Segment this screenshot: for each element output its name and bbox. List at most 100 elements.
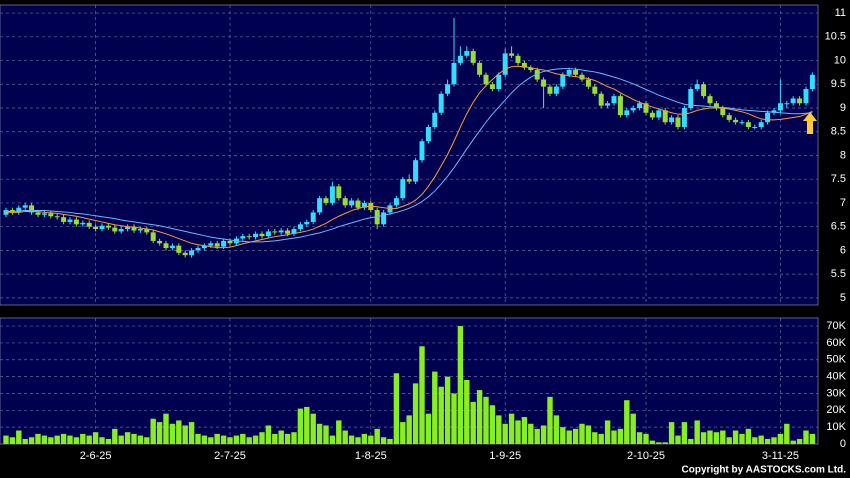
candle-body — [521, 62, 527, 68]
volume-bar — [662, 442, 668, 444]
candle-body — [681, 108, 687, 127]
candle-body — [278, 230, 284, 233]
volume-bar — [444, 376, 451, 444]
x-tick-label: 3-11-25 — [762, 450, 799, 462]
volume-bar — [348, 435, 355, 444]
volume-bar — [86, 435, 92, 444]
candle-body — [637, 103, 643, 109]
volume-bar — [707, 430, 713, 444]
volume-bar — [380, 437, 387, 444]
candle-body — [726, 115, 732, 120]
y-tick-label: 9 — [840, 102, 846, 114]
candle-body — [355, 200, 361, 208]
candle-body — [547, 86, 553, 94]
volume-bar — [521, 417, 528, 444]
y-tick-label: 10 — [834, 54, 846, 66]
volume-bar — [188, 422, 195, 444]
candle-body — [502, 53, 508, 75]
candle-body — [605, 103, 611, 106]
y-tick-label: 0 — [840, 438, 846, 450]
signal-arrow — [803, 112, 817, 134]
volume-bar — [355, 437, 361, 444]
volume-bar — [54, 435, 60, 444]
volume-bar — [361, 433, 368, 444]
volume-bar — [592, 432, 598, 444]
volume-bar — [124, 432, 131, 444]
volume-bar — [560, 427, 566, 444]
candle-body — [803, 89, 809, 104]
volume-bar — [790, 440, 796, 444]
volume-bar — [534, 428, 540, 444]
volume-bar — [528, 423, 534, 444]
volume-bar — [713, 432, 720, 444]
volume-bar — [67, 435, 73, 444]
volume-bar — [668, 422, 675, 444]
candle-body — [528, 67, 534, 71]
candle-body — [483, 74, 489, 85]
volume-bar — [336, 420, 342, 444]
x-tick-label: 1-8-25 — [355, 450, 387, 462]
candle-body — [137, 229, 143, 231]
volume-bar — [291, 432, 297, 444]
candle-body — [406, 179, 412, 182]
volume-bar — [489, 405, 496, 444]
volume-bar — [297, 408, 304, 444]
candle-body — [86, 222, 92, 227]
volume-bar — [476, 390, 483, 444]
candle-body — [745, 122, 751, 127]
candle-body — [131, 226, 137, 231]
candle-body — [784, 103, 790, 105]
volume-bar — [368, 435, 374, 444]
y-tick-label: 50K — [826, 354, 846, 366]
candle-body — [790, 98, 796, 104]
volume-bar — [220, 435, 227, 444]
candle-body — [29, 205, 35, 213]
candle-body — [688, 89, 694, 109]
candle-body — [496, 74, 502, 90]
volume-bar — [246, 437, 252, 444]
volume-bar — [547, 396, 553, 444]
volume-bar — [265, 425, 272, 444]
volume-bar — [566, 430, 572, 444]
x-tick-label: 2-6-25 — [80, 450, 112, 462]
y-tick-label: 10.5 — [825, 31, 846, 43]
volume-bar — [611, 430, 617, 444]
volume-bar — [726, 437, 732, 444]
y-tick-label: 8 — [840, 149, 846, 161]
volume-bar — [240, 433, 246, 444]
candle-body — [457, 55, 463, 63]
candle-body — [515, 55, 521, 63]
volume-bar — [739, 433, 745, 444]
x-tick-label: 2-10-25 — [627, 450, 665, 462]
candle-body — [329, 186, 335, 203]
candle-body — [310, 212, 316, 222]
volume-bar — [41, 435, 48, 444]
volume-bar — [464, 379, 470, 444]
candle-body — [201, 245, 207, 249]
volume-bar — [624, 400, 630, 444]
candle-body — [393, 198, 399, 206]
candle-body — [41, 213, 47, 215]
candle-body — [157, 240, 163, 244]
candle-body — [470, 51, 476, 63]
volume-bar — [758, 435, 764, 444]
candle-body — [323, 198, 329, 203]
volume-bar — [112, 428, 118, 444]
candle-body — [297, 224, 303, 230]
volume-bar — [28, 437, 35, 444]
volume-bar — [137, 435, 144, 444]
volume-bar — [176, 420, 182, 444]
volume-bar — [579, 423, 585, 444]
volume-bar — [604, 420, 611, 444]
candle-body — [643, 103, 649, 113]
volume-bar — [284, 433, 291, 444]
candle-body — [214, 243, 220, 247]
volume-bar — [9, 437, 16, 444]
candle-body — [451, 62, 457, 85]
candle-body — [125, 226, 131, 230]
candle-body — [733, 119, 739, 123]
candle-body — [80, 222, 86, 225]
candle-body — [150, 232, 156, 241]
volume-bar — [182, 425, 188, 444]
